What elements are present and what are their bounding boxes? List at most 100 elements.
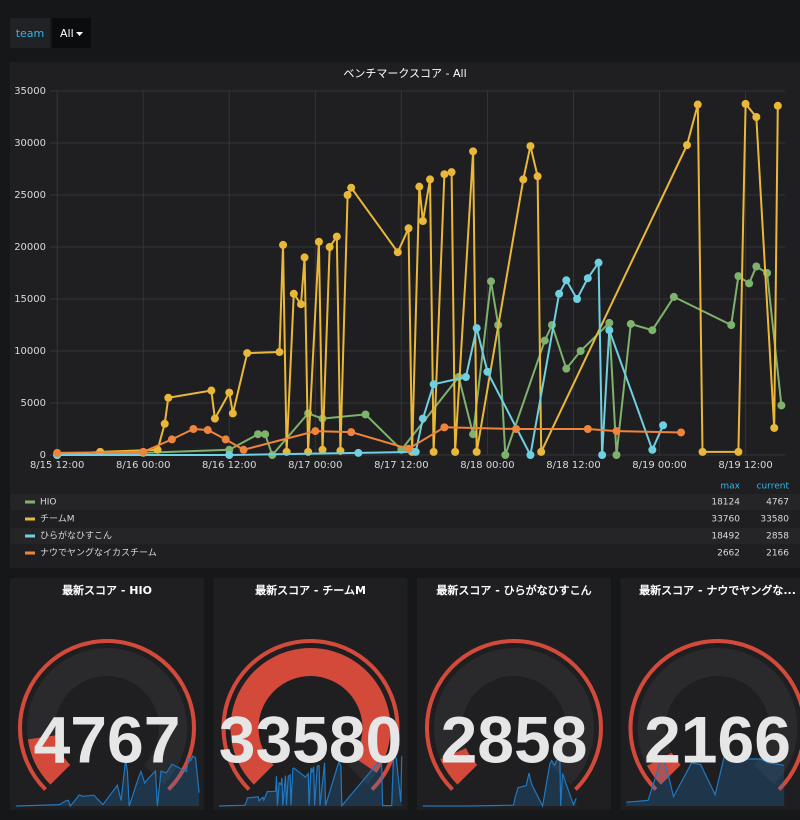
gauge-track xyxy=(434,648,594,785)
point xyxy=(526,451,535,459)
point xyxy=(512,425,521,433)
point xyxy=(451,447,460,456)
y-tick-label: 15000 xyxy=(14,294,46,305)
point xyxy=(777,401,786,410)
point xyxy=(189,425,198,433)
point xyxy=(300,253,309,262)
point xyxy=(167,435,176,444)
point xyxy=(429,380,438,389)
point xyxy=(314,237,323,246)
legend-name: HIO xyxy=(40,498,57,508)
point xyxy=(361,410,370,419)
point xyxy=(583,425,592,433)
gauge-value: 33580 xyxy=(219,702,403,776)
point xyxy=(318,445,327,454)
point xyxy=(773,101,782,110)
point xyxy=(347,428,356,437)
point xyxy=(207,386,216,395)
gauge-title: 最新スコア - チームM xyxy=(255,583,366,597)
gauge-threshold xyxy=(18,639,196,791)
legend-row xyxy=(10,528,800,544)
point xyxy=(393,248,402,257)
point xyxy=(311,427,320,436)
gauge-title: 最新スコア - ひらがなひすこん xyxy=(436,583,591,597)
variable-value[interactable]: All xyxy=(60,27,74,40)
point xyxy=(221,435,230,444)
legend-value: 18124 xyxy=(711,498,740,508)
point xyxy=(770,423,779,432)
gauge-value: 2166 xyxy=(644,702,791,776)
point xyxy=(347,183,356,192)
point xyxy=(225,451,234,459)
point xyxy=(573,295,582,303)
legend-value: 18492 xyxy=(711,532,740,542)
x-tick-label: 8/16 00:00 xyxy=(116,460,170,471)
variable-label: team xyxy=(16,27,45,40)
legend-name: ナウでヤングなイカスチーム xyxy=(40,547,157,559)
point xyxy=(583,274,592,283)
x-tick-label: 8/17 00:00 xyxy=(288,460,342,471)
point xyxy=(519,175,528,184)
point xyxy=(734,447,743,456)
x-tick-label: 8/15 12:00 xyxy=(30,460,84,471)
point xyxy=(418,414,427,423)
point xyxy=(540,336,549,345)
legend-value: 2166 xyxy=(766,549,789,559)
y-tick-label: 25000 xyxy=(14,190,46,201)
point xyxy=(253,430,262,439)
point xyxy=(153,445,162,454)
point xyxy=(343,191,352,199)
sparkline-area xyxy=(15,756,200,806)
gauge-fill xyxy=(647,752,682,785)
point xyxy=(53,448,62,457)
y-tick-label: 35000 xyxy=(14,86,46,97)
point xyxy=(576,347,585,355)
gauge-threshold xyxy=(628,639,800,791)
y-tick-label: 0 xyxy=(40,450,46,461)
gauge-track xyxy=(27,648,187,785)
point xyxy=(261,430,270,439)
point xyxy=(447,168,456,177)
point xyxy=(404,224,413,233)
y-tick-label: 30000 xyxy=(14,138,46,149)
point xyxy=(487,277,495,286)
point xyxy=(440,423,449,432)
point xyxy=(669,292,678,301)
legend-value: 2858 xyxy=(766,532,789,542)
legend-value: 2662 xyxy=(717,549,740,559)
legend-row xyxy=(10,494,800,510)
point xyxy=(648,326,657,335)
x-tick-label: 8/16 12:00 xyxy=(202,460,256,471)
point xyxy=(228,409,237,418)
gauge-track xyxy=(637,648,798,785)
x-tick-label: 8/19 12:00 xyxy=(718,460,772,471)
y-tick-label: 20000 xyxy=(14,242,46,253)
legend-value: 33580 xyxy=(760,515,789,525)
chart-title: ベンチマークスコア - All xyxy=(343,67,466,80)
gauge-fill xyxy=(440,747,478,785)
point xyxy=(275,348,284,357)
point xyxy=(404,444,413,453)
y-tick-label: 10000 xyxy=(14,346,46,357)
variable-dropdown[interactable] xyxy=(52,18,91,48)
point xyxy=(289,289,298,298)
point xyxy=(243,349,252,358)
point xyxy=(594,258,603,267)
gauge-threshold xyxy=(221,639,400,791)
point xyxy=(741,99,750,108)
point xyxy=(429,447,438,456)
point xyxy=(693,100,702,109)
point xyxy=(659,421,668,430)
sparkline-area xyxy=(626,756,785,806)
point xyxy=(203,426,212,435)
sparkline xyxy=(15,755,200,808)
point xyxy=(648,445,657,454)
sparkline xyxy=(219,754,403,808)
point xyxy=(279,240,288,249)
sparkline xyxy=(626,755,785,803)
gauge-panels: 最新スコア - HIO 4767 最新スコア - チームM 33580 最新スコア - … xyxy=(10,578,800,810)
point xyxy=(598,451,607,459)
gauge-fill xyxy=(230,648,391,785)
point xyxy=(683,141,691,150)
